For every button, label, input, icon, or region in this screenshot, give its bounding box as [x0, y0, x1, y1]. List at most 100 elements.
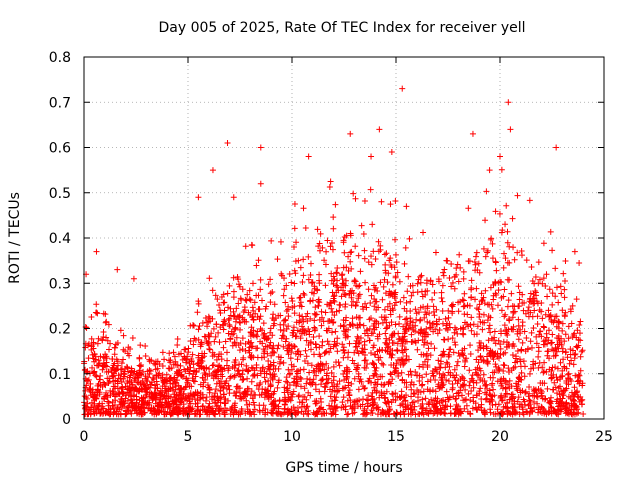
scatter-point	[442, 315, 449, 322]
scatter-point	[213, 321, 220, 328]
scatter-point	[344, 368, 351, 375]
scatter-point	[451, 274, 458, 281]
scatter-point	[520, 307, 527, 314]
scatter-point	[351, 349, 358, 356]
scatter-point	[419, 293, 426, 300]
scatter-point	[449, 308, 456, 315]
scatter-point	[159, 371, 166, 378]
scatter-point	[269, 349, 276, 356]
scatter-point	[220, 384, 227, 391]
scatter-point	[283, 374, 290, 381]
scatter-point	[119, 384, 126, 391]
scatter-point	[505, 365, 512, 372]
scatter-point	[300, 272, 307, 279]
scatter-point	[257, 370, 264, 377]
scatter-point	[285, 351, 292, 358]
scatter-point	[178, 350, 185, 357]
scatter-point	[393, 259, 400, 266]
scatter-point	[444, 257, 451, 264]
scatter-point	[307, 392, 314, 399]
scatter-point	[472, 267, 479, 274]
scatter-point	[245, 367, 252, 374]
scatter-point	[403, 379, 410, 386]
scatter-point	[107, 387, 114, 394]
scatter-point	[549, 331, 556, 338]
scatter-point	[399, 376, 406, 383]
scatter-point	[501, 362, 508, 369]
scatter-point	[122, 348, 129, 355]
scatter-point	[305, 153, 312, 160]
scatter-point	[244, 291, 251, 298]
scatter-point	[271, 301, 278, 308]
scatter-point	[289, 329, 296, 336]
scatter-point	[484, 247, 491, 254]
scatter-point	[202, 397, 209, 404]
scatter-point	[172, 358, 179, 365]
scatter-point	[195, 352, 202, 359]
scatter-point	[482, 217, 489, 224]
scatter-point	[217, 399, 224, 406]
scatter-point	[534, 393, 541, 400]
scatter-point	[400, 408, 407, 415]
scatter-point	[501, 322, 508, 329]
scatter-point	[428, 340, 435, 347]
scatter-point	[232, 362, 239, 369]
scatter-point	[388, 354, 395, 361]
scatter-point	[260, 320, 267, 327]
scatter-point	[286, 371, 293, 378]
scatter-point	[473, 371, 480, 378]
scatter-point	[345, 410, 352, 417]
scatter-point	[280, 359, 287, 366]
scatter-point	[340, 323, 347, 330]
scatter-point	[304, 375, 311, 382]
scatter-point	[569, 302, 576, 309]
scatter-point	[518, 252, 525, 259]
scatter-point	[186, 383, 193, 390]
scatter-point	[469, 405, 476, 412]
scatter-point	[311, 324, 318, 331]
scatter-point	[495, 287, 502, 294]
scatter-point	[493, 267, 500, 274]
scatter-point	[300, 256, 307, 263]
scatter-point	[167, 377, 174, 384]
scatter-point	[368, 253, 375, 260]
scatter-point	[308, 362, 315, 369]
scatter-point	[249, 395, 256, 402]
scatter-point	[430, 328, 437, 335]
scatter-point	[323, 360, 330, 367]
scatter-point	[489, 240, 496, 247]
scatter-point	[528, 344, 535, 351]
scatter-point	[303, 337, 310, 344]
scatter-point	[267, 299, 274, 306]
scatter-point	[349, 403, 356, 410]
scatter-point	[236, 319, 243, 326]
scatter-point	[406, 235, 413, 242]
scatter-point	[319, 338, 326, 345]
scatter-point	[373, 405, 380, 412]
scatter-point	[217, 364, 224, 371]
scatter-point	[487, 329, 494, 336]
scatter-point	[239, 335, 246, 342]
scatter-point	[217, 387, 224, 394]
scatter-point	[218, 378, 225, 385]
scatter-point	[87, 380, 94, 387]
scatter-point	[198, 339, 205, 346]
scatter-point	[515, 394, 522, 401]
scatter-point	[571, 330, 578, 337]
scatter-point	[514, 192, 521, 199]
scatter-point	[231, 359, 238, 366]
scatter-point	[498, 294, 505, 301]
scatter-point	[327, 178, 334, 185]
scatter-point	[355, 292, 362, 299]
scatter-point	[89, 364, 96, 371]
scatter-point	[114, 385, 121, 392]
scatter-point	[312, 400, 319, 407]
scatter-point	[126, 352, 133, 359]
scatter-point	[253, 361, 260, 368]
scatter-point	[142, 382, 149, 389]
scatter-point	[569, 334, 576, 341]
scatter-point	[420, 351, 427, 358]
scatter-point	[388, 319, 395, 326]
x-tick-label: 0	[80, 429, 89, 445]
